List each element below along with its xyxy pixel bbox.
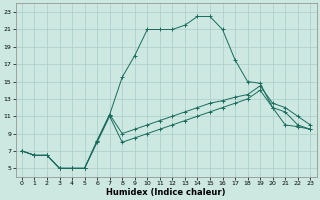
X-axis label: Humidex (Indice chaleur): Humidex (Indice chaleur): [106, 188, 226, 197]
